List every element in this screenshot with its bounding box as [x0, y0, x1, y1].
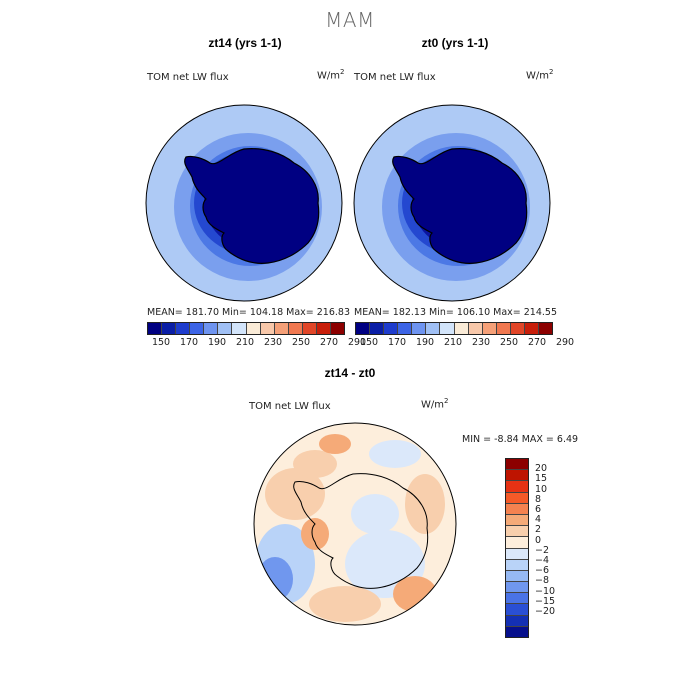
colorbar-swatch: [398, 323, 413, 334]
panel2-field-label: TOM net LW flux: [354, 72, 436, 83]
colorbar-swatch: [510, 323, 525, 334]
panel3-field-label: TOM net LW flux: [249, 401, 331, 412]
colorbar-tick-label: 2: [535, 524, 542, 536]
colorbar-tick-label: 10: [535, 483, 548, 495]
colorbar-swatch: [524, 323, 540, 334]
colorbar-swatch: [190, 323, 205, 334]
panel3-map: [253, 422, 457, 626]
colorbar-tick-label: −20: [535, 606, 556, 617]
colorbar-tick-label: 6: [535, 504, 542, 515]
colorbar-tick-label: 15: [535, 473, 548, 485]
panel3-stats: MIN = -8.84 MAX = 6.49: [462, 434, 579, 445]
colorbar-tick-label: −15: [535, 595, 556, 607]
panel1-title: zt14 (yrs 1-1): [208, 36, 282, 50]
colorbar-tick-label: 0: [535, 534, 542, 546]
colorbar-swatch: [506, 537, 528, 549]
colorbar-tick-label: −8: [535, 575, 550, 587]
panel2-colorbar: [355, 322, 553, 335]
panel1-field-label: TOM net LW flux: [147, 72, 229, 83]
colorbar-swatch: [506, 470, 528, 482]
colorbar-swatch: [506, 626, 528, 637]
colorbar-swatch: [506, 559, 528, 571]
colorbar-swatch: [506, 604, 528, 616]
colorbar-swatch: [506, 514, 528, 527]
panel1-stats: MEAN= 181.70 Min= 104.18 Max= 216.83: [147, 307, 351, 318]
colorbar-swatch: [496, 323, 511, 334]
colorbar-swatch: [506, 503, 528, 515]
panel1-colorbar: [147, 322, 345, 335]
colorbar-swatch: [356, 323, 371, 334]
panel1-units: W/m2: [317, 68, 345, 82]
colorbar-swatch: [506, 526, 528, 538]
colorbar-swatch: [162, 323, 177, 334]
colorbar-swatch: [176, 323, 191, 334]
colorbar-swatch: [506, 548, 528, 560]
colorbar-swatch: [506, 615, 528, 627]
colorbar-swatch: [454, 323, 469, 334]
panel2-stats: MEAN= 182.13 Min= 106.10 Max= 214.55: [354, 307, 558, 318]
colorbar-swatch: [316, 323, 332, 334]
figure-title: MAM: [325, 8, 375, 32]
panel1-map: [145, 104, 343, 302]
colorbar-swatch: [218, 323, 233, 334]
colorbar-swatch: [331, 323, 345, 334]
colorbar-swatch: [288, 323, 303, 334]
panel2-title: zt0 (yrs 1-1): [421, 36, 489, 50]
colorbar-swatch: [260, 323, 275, 334]
colorbar-swatch: [246, 323, 261, 334]
colorbar-swatch: [370, 323, 385, 334]
panel3-colorbar: [505, 458, 529, 638]
colorbar-swatch: [506, 582, 528, 594]
colorbar-swatch: [232, 323, 247, 334]
colorbar-swatch: [506, 593, 528, 605]
colorbar-swatch: [506, 570, 528, 583]
colorbar-tick-label: −2: [535, 544, 550, 556]
colorbar-swatch: [412, 323, 427, 334]
colorbar-tick-label: 4: [535, 514, 542, 526]
colorbar-swatch: [440, 323, 455, 334]
panel3-title: zt14 - zt0: [324, 366, 376, 380]
colorbar-tick-label: −4: [535, 555, 550, 566]
colorbar-swatch: [482, 323, 497, 334]
colorbar-swatch: [204, 323, 219, 334]
colorbar-swatch: [302, 323, 317, 334]
colorbar-swatch: [148, 323, 163, 334]
colorbar-tick-label: −6: [535, 565, 550, 577]
panel2-units: W/m2: [526, 68, 554, 82]
colorbar-swatch: [539, 323, 553, 334]
colorbar-swatch: [468, 323, 483, 334]
colorbar-tick-label: 20: [535, 463, 548, 475]
panel3-units: W/m2: [421, 397, 449, 411]
colorbar-swatch: [384, 323, 399, 334]
panel2-map: [353, 104, 551, 302]
colorbar-swatch: [274, 323, 289, 334]
colorbar-swatch: [506, 492, 528, 504]
colorbar-swatch: [426, 323, 441, 334]
colorbar-swatch: [506, 459, 528, 471]
colorbar-tick-label: −10: [535, 585, 556, 597]
colorbar-swatch: [506, 481, 528, 493]
colorbar-tick-label: 8: [535, 493, 542, 505]
